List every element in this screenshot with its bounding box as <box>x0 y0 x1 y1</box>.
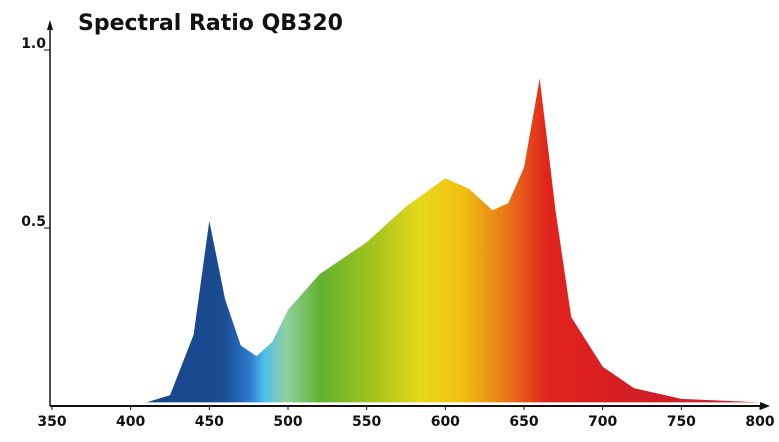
chart-title: Spectral Ratio QB320 <box>78 11 343 36</box>
x-axis-arrow <box>760 402 770 410</box>
x-tick-label: 650 <box>509 414 538 430</box>
x-tick-label: 700 <box>588 414 617 430</box>
x-tick-label: 800 <box>745 414 774 430</box>
y-tick-label: 1.0 <box>21 36 46 52</box>
y-tick-label: 0.5 <box>21 214 46 230</box>
plot <box>52 78 760 403</box>
x-tick-label: 500 <box>273 414 302 430</box>
spectrum-area <box>52 78 760 403</box>
x-tick-label: 450 <box>195 414 224 430</box>
y-axis-arrow <box>47 20 53 30</box>
x-tick-label: 350 <box>37 414 66 430</box>
x-tick-label: 750 <box>667 414 696 430</box>
x-tick-label: 400 <box>116 414 145 430</box>
x-tick-label: 600 <box>431 414 460 430</box>
x-tick-label: 550 <box>352 414 381 430</box>
